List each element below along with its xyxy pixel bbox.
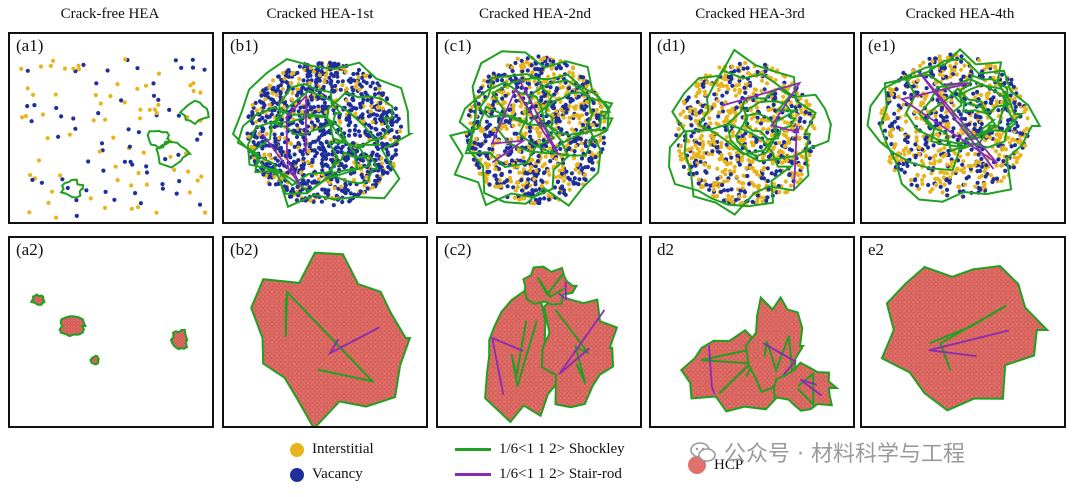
panel-label-b1: (b1): [230, 36, 259, 55]
hcp-structure-b2: [250, 251, 412, 426]
defect-scatter-a1: [19, 57, 210, 220]
panel-a2: (a2): [8, 236, 214, 428]
legend-interstitial-label: Interstitial: [312, 441, 374, 457]
hcp-structure-d2: [679, 295, 840, 413]
legend-shockley-label: 1/6<1 1 2> Shockley: [499, 441, 625, 457]
panel-label-e1: (e1): [868, 36, 896, 55]
panel-label-c1: (c1): [444, 36, 472, 55]
defect-scatter-e1: [866, 48, 1042, 203]
panel-e2: e2: [860, 236, 1066, 428]
column-title-cracked-4th: Cracked HEA-4th: [905, 6, 1015, 22]
legend-vacancy: Vacancy: [290, 466, 363, 483]
stair-rod-line-icon: [455, 473, 491, 476]
legend-hcp-label: HCP: [714, 456, 744, 473]
panel-b2: (b2): [222, 236, 428, 428]
column-title-cracked-1st: Cracked HEA-1st: [266, 6, 374, 22]
wechat-icon: [690, 441, 716, 463]
hcp-structure-a2: [29, 293, 189, 366]
hcp-structure-c2: [484, 265, 619, 424]
shockley-line-icon: [455, 448, 491, 451]
panel-d1: (d1): [649, 32, 855, 224]
legend-stair-rod-label: 1/6<1 1 2> Stair-rod: [499, 466, 622, 482]
column-title-cracked-2nd: Cracked HEA-2nd: [478, 6, 592, 22]
panel-label-a2: (a2): [16, 240, 44, 259]
panel-c1: (c1): [436, 32, 642, 224]
panel-label-c2: (c2): [444, 240, 472, 259]
legend-shockley: 1/6<1 1 2> Shockley: [455, 441, 625, 458]
hcp-structure-e2: [880, 264, 1050, 412]
defect-scatter-b1: [231, 58, 415, 209]
watermark: 公众号 · 材料科学与工程: [690, 436, 965, 468]
hcp-marker-icon: [688, 456, 706, 474]
panel-label-e2: e2: [868, 240, 885, 259]
panel-e1: (e1): [860, 32, 1066, 224]
panel-label-d1: (d1): [657, 36, 686, 55]
panel-label-b2: (b2): [230, 240, 259, 259]
panel-a1: (a1): [8, 32, 214, 224]
panel-d2: d2: [649, 236, 855, 428]
column-title-crack-free: Crack-free HEA: [60, 6, 160, 22]
panel-c2: (c2): [436, 236, 642, 428]
panel-b1: (b1): [222, 32, 428, 224]
legend-interstitial: Interstitial: [290, 441, 374, 458]
watermark-text: 公众号 · 材料科学与工程: [724, 442, 965, 467]
panel-label-d2: d2: [657, 240, 674, 259]
column-title-cracked-3rd: Cracked HEA-3rd: [695, 6, 805, 22]
interstitial-marker-icon: [290, 442, 304, 457]
legend-vacancy-label: Vacancy: [312, 466, 363, 482]
legend-hcp: HCP: [688, 456, 743, 474]
legend-stair-rod: 1/6<1 1 2> Stair-rod: [455, 466, 622, 483]
vacancy-marker-icon: [290, 467, 304, 482]
defect-scatter-c1: [448, 50, 614, 207]
panel-label-a1: (a1): [16, 36, 44, 55]
defect-scatter-d1: [667, 48, 833, 216]
